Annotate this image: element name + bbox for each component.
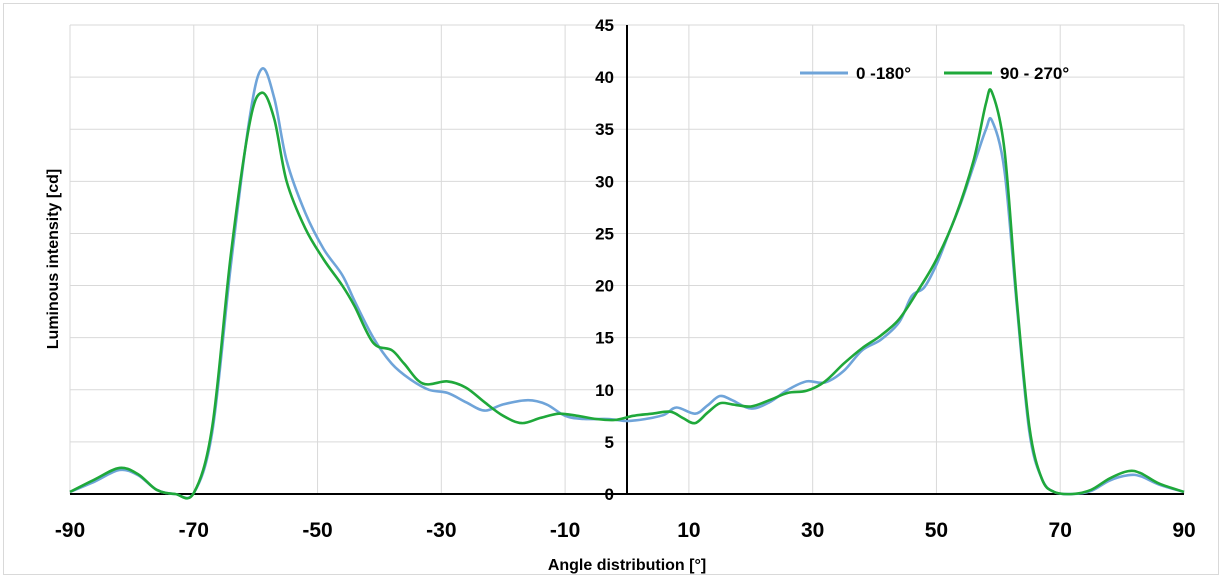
y-tick-label-5: 5 bbox=[605, 433, 614, 452]
y-tick-label-20: 20 bbox=[595, 277, 614, 296]
x-tick-label-10: 10 bbox=[677, 519, 700, 542]
y-tick-label-0: 0 bbox=[605, 485, 614, 504]
y-tick-label-45: 45 bbox=[595, 16, 614, 35]
series-line-90-270 bbox=[69, 88, 1185, 500]
x-tick-label-70: 70 bbox=[1049, 519, 1072, 542]
x-tick-label-50: 50 bbox=[925, 519, 948, 542]
y-tick-label-30: 30 bbox=[595, 172, 614, 191]
x-tick-label--10: -10 bbox=[550, 519, 580, 542]
x-tick-label--50: -50 bbox=[302, 519, 332, 542]
legend-label-0-180: 0 -180° bbox=[856, 64, 911, 83]
x-tick-label-30: 30 bbox=[801, 519, 824, 542]
y-tick-label-15: 15 bbox=[595, 329, 614, 348]
x-axis-label: Angle distribution [°] bbox=[548, 557, 706, 574]
x-tick-label--90: -90 bbox=[55, 519, 85, 542]
legend: 0 -180° 90 - 270° bbox=[800, 64, 1069, 83]
x-tick-label-90: 90 bbox=[1172, 519, 1195, 542]
tick-labels: 0 5 10 15 20 25 30 35 40 45 -90 -70 -50 -30 -10 10 30 50 7… bbox=[55, 16, 1196, 542]
x-tick-label--30: -30 bbox=[426, 519, 456, 542]
series-lines bbox=[69, 67, 1185, 500]
y-tick-label-25: 25 bbox=[595, 224, 614, 243]
y-tick-label-10: 10 bbox=[595, 381, 614, 400]
y-tick-label-40: 40 bbox=[595, 68, 614, 87]
y-tick-label-35: 35 bbox=[595, 120, 614, 139]
y-axis-label: Luminous intensity [cd] bbox=[45, 169, 62, 349]
legend-label-90-270: 90 - 270° bbox=[1000, 64, 1069, 83]
x-tick-label--70: -70 bbox=[179, 519, 209, 542]
axes bbox=[70, 25, 1184, 495]
